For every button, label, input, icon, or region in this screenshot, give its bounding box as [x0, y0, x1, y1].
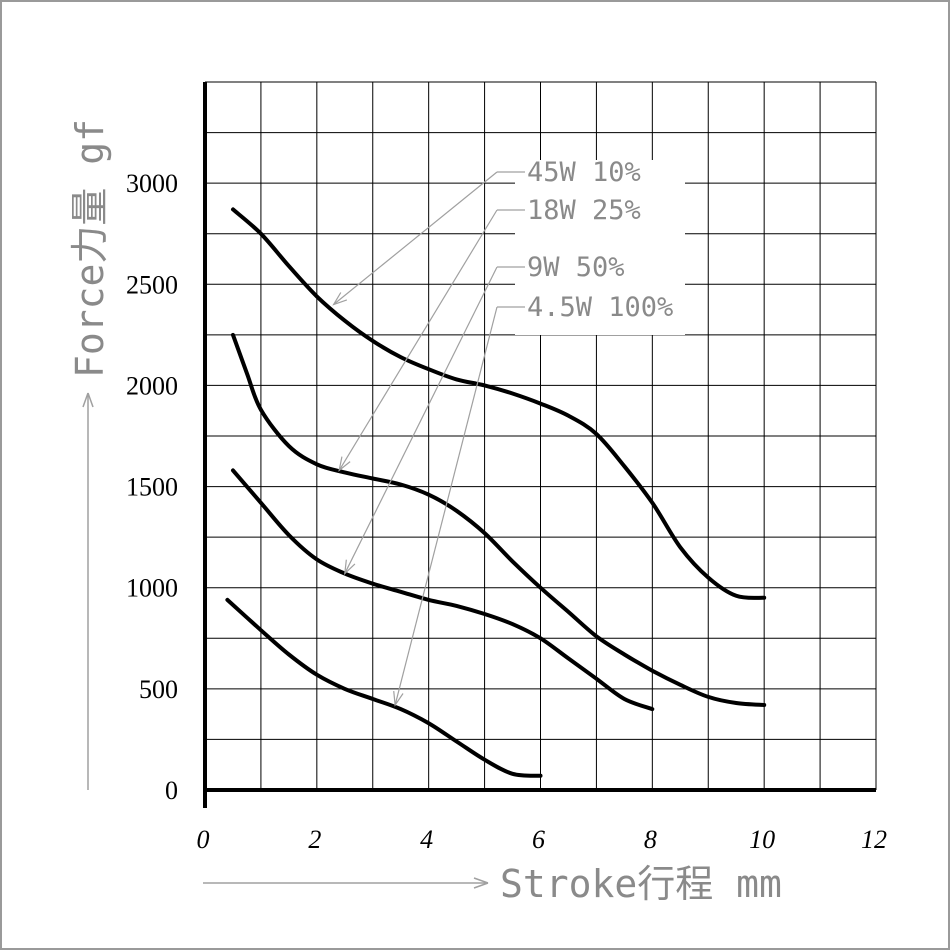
y-axis-title-arrowhead-icon — [82, 392, 94, 408]
annotations: 45W 10% 18W 25% 9W 50% 4.5W 100% — [332, 157, 685, 707]
annotation-label: 9W 50% — [527, 252, 625, 283]
y-tick-label: 2000 — [126, 371, 178, 400]
x-tick-label: 6 — [532, 825, 545, 854]
annotation-label: 45W 10% — [527, 157, 641, 188]
annotation-leader — [344, 266, 498, 574]
x-tick-label: 8 — [644, 825, 657, 854]
y-tick-labels: 0 500 1000 1500 2000 2500 3000 — [126, 169, 178, 805]
x-tick-label: 0 — [197, 825, 210, 854]
x-tick-label: 10 — [749, 825, 775, 854]
x-axis-title: Stroke行程 mm — [500, 862, 782, 906]
annotation-arrowhead-icon — [344, 559, 356, 576]
series-line-3 — [231, 468, 655, 712]
annotation-label: 18W 25% — [527, 195, 641, 226]
y-tick-label: 2500 — [126, 270, 178, 299]
annotation-arrowhead-icon — [393, 691, 404, 707]
annotation-leader — [333, 171, 498, 305]
series-line-4 — [225, 597, 543, 778]
annotation-arrowhead-icon — [332, 292, 348, 306]
annotation-backdrop — [515, 160, 685, 335]
series-lines — [225, 207, 767, 778]
annotation-leader — [394, 306, 498, 706]
y-tick-label: 1500 — [126, 473, 178, 502]
annotation-label: 4.5W 100% — [527, 292, 673, 323]
x-tick-labels: 0 2 4 6 8 10 12 — [197, 825, 888, 854]
annotation-leader — [338, 209, 498, 471]
y-tick-label: 0 — [165, 776, 178, 805]
axes — [203, 82, 876, 808]
series-line-1 — [231, 207, 767, 600]
y-tick-label: 3000 — [126, 169, 178, 198]
x-tick-label: 4 — [420, 825, 433, 854]
y-tick-label: 500 — [139, 675, 178, 704]
annotation-arrowhead-icon — [338, 456, 351, 472]
y-tick-label: 1000 — [126, 574, 178, 603]
x-tick-label: 12 — [861, 825, 887, 854]
y-axis-title: Force力量 gf — [68, 119, 112, 378]
series-line-2 — [231, 332, 767, 707]
x-tick-label: 2 — [308, 825, 321, 854]
x-axis-title-arrowhead-icon — [473, 877, 489, 889]
